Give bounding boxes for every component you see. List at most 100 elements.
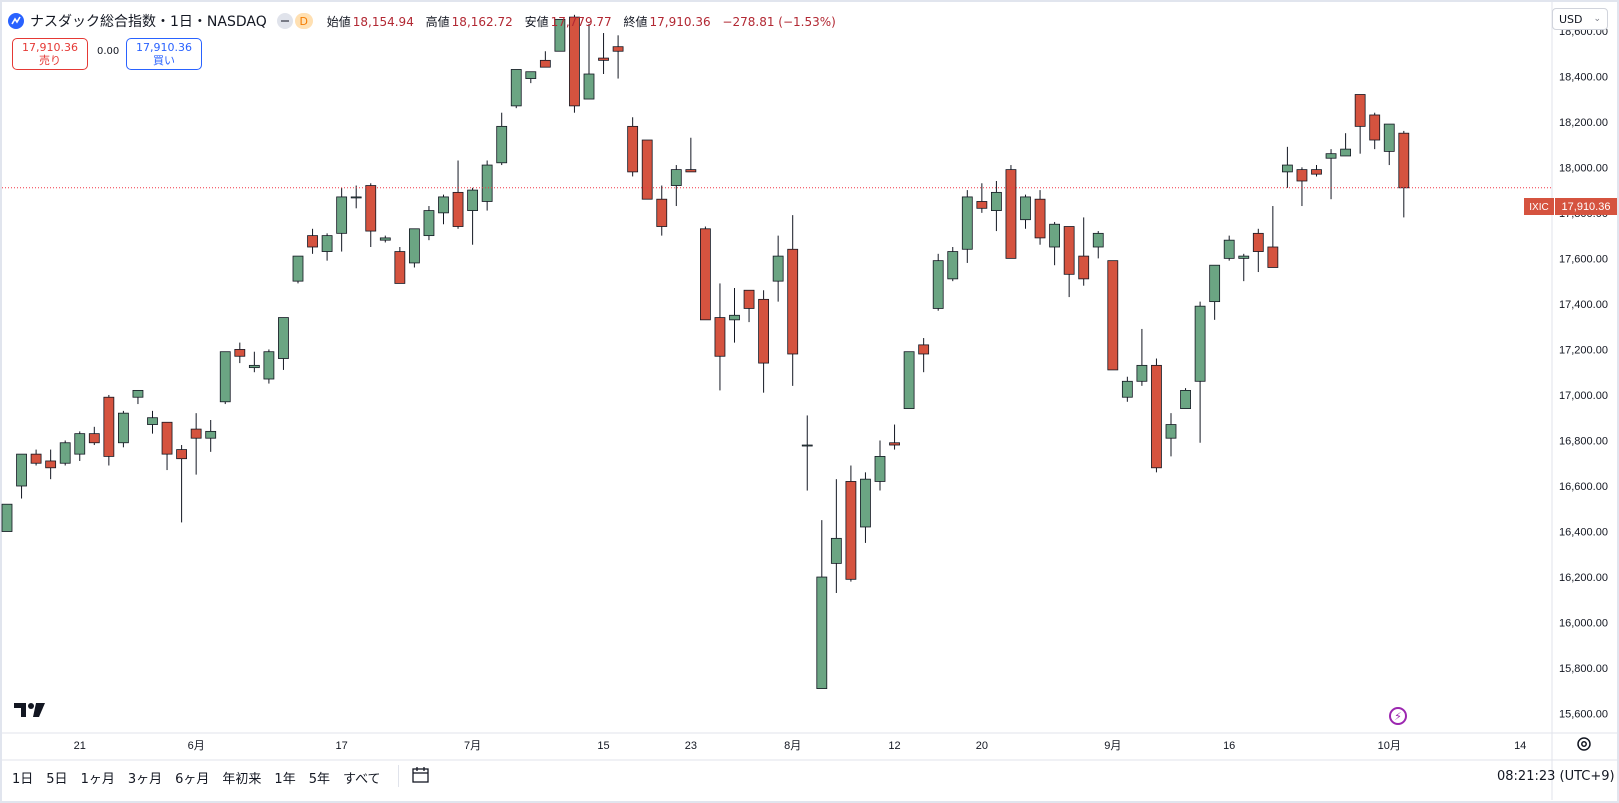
candle (889, 424, 900, 450)
candle-body (467, 189, 479, 211)
candle-body (74, 433, 86, 455)
candle-body (1354, 94, 1366, 127)
candle-body (1136, 364, 1148, 382)
range-1d[interactable]: 1日 (12, 772, 34, 787)
candle-body (918, 344, 930, 355)
range-ytd[interactable]: 年初来 (222, 772, 262, 787)
candle-body (307, 235, 318, 248)
range-1m[interactable]: 1ヶ月 (80, 772, 115, 787)
price-tick-label: 16,800.00 (1559, 435, 1608, 447)
candle (176, 445, 188, 523)
time-tick-label: 15 (597, 740, 609, 752)
currency-select[interactable]: USD ⌄ (1552, 8, 1608, 30)
candle-body (161, 421, 173, 455)
candle-body (903, 351, 915, 410)
range-all[interactable]: すべて (342, 772, 381, 787)
candle (1267, 206, 1279, 268)
candle (292, 255, 304, 284)
range-5d[interactable]: 5日 (46, 772, 68, 787)
time-tick-label: 6月 (188, 740, 205, 752)
candle (947, 247, 959, 282)
candle (991, 180, 1002, 232)
candle-body (889, 442, 900, 446)
range-3m[interactable]: 3ヶ月 (127, 772, 163, 787)
candle-body (641, 139, 653, 200)
candle (1311, 165, 1322, 177)
candle (394, 247, 406, 284)
price-tick-label: 16,200.00 (1559, 572, 1608, 584)
candle-body (525, 71, 537, 79)
minus-icon (276, 13, 293, 29)
candle (729, 287, 740, 343)
candle-body (132, 389, 144, 398)
range-5y[interactable]: 5年 (308, 772, 330, 787)
candle (1383, 123, 1395, 166)
candle (714, 283, 726, 391)
candle (787, 215, 799, 386)
candle-body (321, 235, 333, 252)
time-tick-label: 14 (1514, 740, 1526, 752)
candle-body (365, 185, 377, 232)
gear-icon[interactable] (1575, 735, 1593, 753)
sell-button[interactable]: 17,910.36 売り (12, 38, 88, 70)
candle (1136, 328, 1148, 386)
clock[interactable]: 08:21:23 (UTC+9) (1497, 769, 1615, 784)
range-6m[interactable]: 6ヶ月 (175, 772, 210, 787)
price-tick-label: 17,400.00 (1559, 299, 1608, 311)
candle (525, 71, 537, 84)
candle-body (496, 125, 508, 164)
candle (598, 33, 609, 75)
candle-body (59, 442, 71, 464)
symbol-title[interactable]: ナスダック総合指数・1日・NASDAQ (30, 14, 267, 30)
candle-body (714, 317, 726, 357)
candle-body (1296, 169, 1308, 182)
candle-body (816, 576, 828, 689)
close-value: 17,910.36 (649, 14, 711, 29)
candle (1, 503, 13, 532)
candle (510, 69, 522, 109)
candle (496, 112, 508, 166)
open-value: 18,154.94 (352, 14, 414, 29)
candle (1049, 221, 1060, 266)
candle (1209, 264, 1221, 320)
candle (103, 394, 115, 466)
candle-body (1223, 239, 1235, 259)
candle (816, 520, 828, 689)
calendar-goto-icon[interactable] (410, 764, 432, 786)
market-status[interactable]: D (276, 13, 313, 29)
candle (569, 14, 580, 113)
candle-body (1194, 305, 1206, 382)
range-1y[interactable]: 1年 (274, 772, 296, 787)
candle-body (1180, 389, 1191, 410)
candle (612, 35, 624, 79)
candle (1020, 194, 1031, 229)
candle-body (1383, 123, 1395, 152)
range-selector: 1日 5日 1ヶ月 3ヶ月 6ヶ月 年初来 1年 5年 すべて (12, 768, 394, 787)
d-badge: D (294, 13, 313, 29)
candle-body (583, 73, 595, 100)
lightning-icon[interactable]: ⚡ (1389, 707, 1407, 725)
candle-body (88, 433, 100, 444)
buy-button[interactable]: 17,910.36 買い (126, 38, 202, 70)
candle (583, 23, 595, 100)
candle-body (1369, 114, 1381, 141)
candle (554, 18, 566, 52)
candle (118, 410, 129, 448)
candle (248, 351, 260, 373)
candle-body (772, 255, 784, 282)
candle (438, 194, 449, 225)
candle (1121, 376, 1133, 402)
candle (1078, 217, 1090, 286)
tradingview-logo-icon[interactable] (14, 702, 46, 718)
low-label: 安値 (524, 14, 549, 29)
candle (307, 228, 318, 254)
candle (1151, 358, 1162, 473)
candle-body (45, 460, 57, 469)
time-tick-label: 21 (74, 740, 86, 752)
candle-body (423, 210, 435, 237)
candle-body (1063, 226, 1075, 275)
time-tick-label: 20 (976, 740, 988, 752)
candle (539, 51, 551, 68)
candle-body (1020, 196, 1031, 221)
